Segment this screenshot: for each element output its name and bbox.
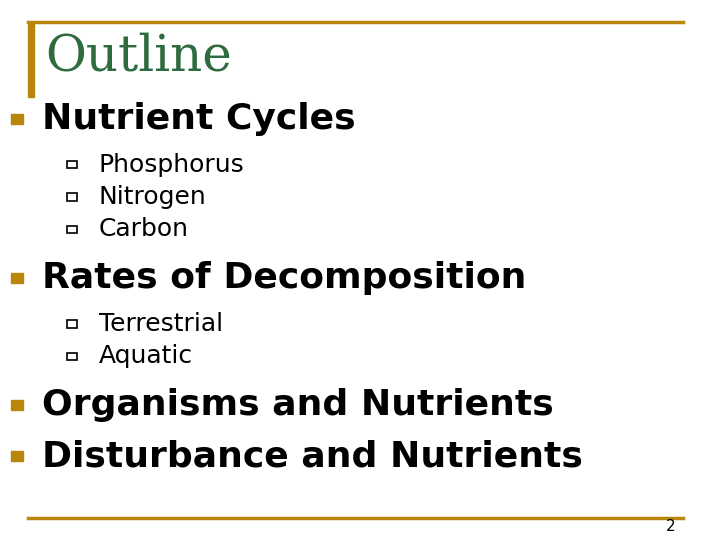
Bar [11, 273, 23, 283]
Text: Carbon: Carbon [99, 218, 189, 241]
Bar [67, 226, 77, 233]
Text: 2: 2 [666, 519, 675, 534]
Bar [11, 400, 23, 410]
Text: Organisms and Nutrients: Organisms and Nutrients [42, 388, 554, 422]
Bar [11, 451, 23, 461]
Text: Outline: Outline [46, 32, 233, 82]
Bar [67, 193, 77, 201]
Text: Phosphorus: Phosphorus [99, 153, 244, 177]
Bar [67, 353, 77, 360]
Text: Aquatic: Aquatic [99, 345, 193, 368]
Text: Rates of Decomposition: Rates of Decomposition [42, 261, 526, 295]
Bar [67, 161, 77, 168]
Bar [11, 114, 23, 124]
Text: Nutrient Cycles: Nutrient Cycles [42, 102, 356, 136]
Bar [67, 320, 77, 328]
Text: Nitrogen: Nitrogen [99, 185, 206, 209]
Text: Disturbance and Nutrients: Disturbance and Nutrients [42, 440, 583, 473]
Bar [28, 24, 34, 97]
Text: Terrestrial: Terrestrial [99, 312, 222, 336]
